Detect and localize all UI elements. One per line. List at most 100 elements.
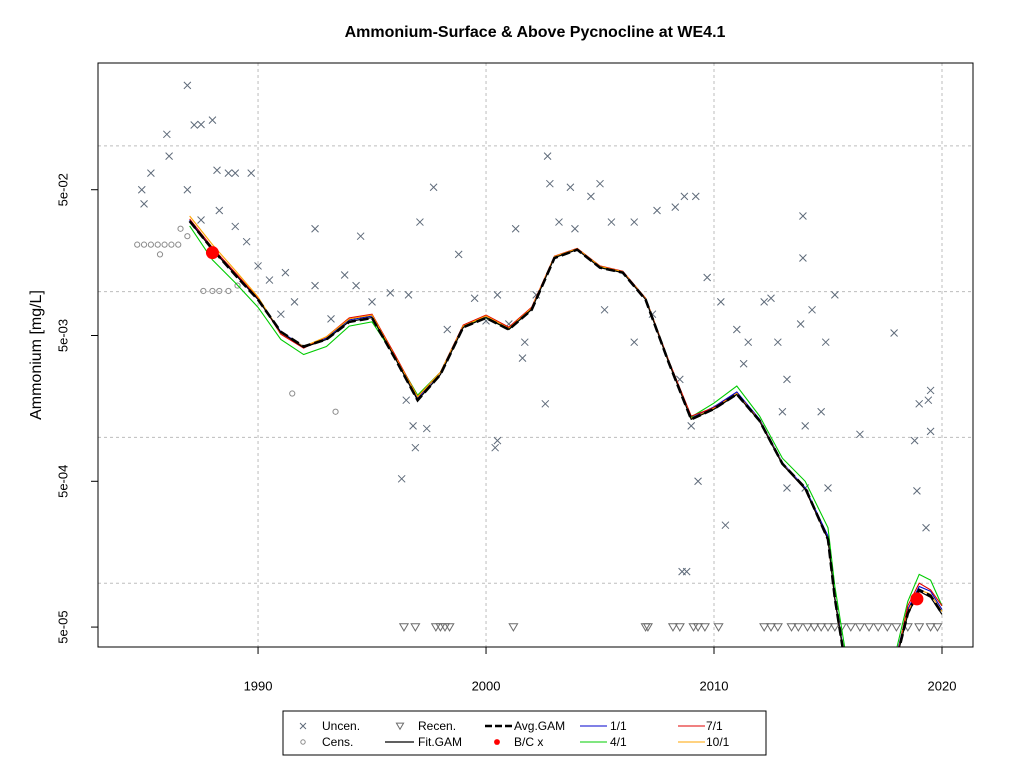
censored-point [209,287,216,295]
uncensored-point [147,169,155,177]
plot-frame [97,62,974,648]
x-tick-label: 2000 [472,678,501,693]
x-tick-label: 2020 [928,678,957,693]
bc-point [205,246,219,260]
uncensored-point [682,567,691,576]
uncensored-point [215,206,224,215]
uncensored-point [915,399,924,408]
recensored-point [410,623,421,632]
uncensored-point [397,474,406,483]
uncensored-point [231,222,240,231]
uncensored-point [352,281,360,290]
censored-point [156,251,164,258]
uncensored-point [197,120,205,129]
recensored-point [667,623,679,632]
censored-point [216,287,223,295]
uncensored-point [493,291,502,299]
uncensored-point [511,224,520,233]
censored-point [175,241,182,248]
uncensored-point [913,486,921,495]
recensored-point [925,623,936,632]
uncensored-point [327,315,335,323]
recensored-point [759,623,770,632]
uncensored-point [281,268,290,277]
gam-line [189,218,943,647]
uncensored-point [443,325,452,334]
uncensored-point [653,206,661,215]
x-tick-label: 2010 [700,678,729,693]
uncensored-point [830,291,839,299]
uncensored-point [247,169,256,177]
uncensored-point [607,218,616,226]
legend-swatch [494,739,500,745]
uncensored-point [926,386,935,395]
y-tick-label: 5e-03 [55,319,70,352]
uncensored-point [429,183,438,192]
legend-swatch [300,739,306,745]
uncensored-point [732,325,741,334]
legend-label: B/C x [514,735,543,749]
uncensored-point [721,521,730,530]
uncensored-point [817,407,826,416]
uncensored-point [470,294,479,303]
uncensored-point [739,359,748,368]
uncensored-point [600,305,609,314]
uncensored-point [596,179,604,188]
uncensored-point [543,152,552,160]
uncensored-point [571,224,579,233]
recensored-point [793,623,804,632]
censored-point [168,241,175,248]
uncensored-point [680,192,689,201]
recensored-point [914,623,925,632]
gam-line [189,219,943,647]
uncensored-point [402,396,411,405]
uncensored-point [290,298,299,306]
uncensored-point [254,262,262,270]
uncensored-point [767,294,775,303]
uncensored-point [783,484,791,492]
uncensored-point [416,218,424,226]
uncensored-point [137,185,146,194]
uncensored-point [716,298,725,306]
recensored-point [932,623,943,632]
uncensored-point [165,152,173,160]
censored-point [234,282,241,289]
uncensored-point [208,116,217,125]
uncensored-point [671,203,680,211]
legend-swatch [395,722,405,731]
uncensored-point [276,310,285,319]
censored-point [147,241,154,248]
recensored-point [692,623,704,632]
legend-label: Recen. [418,719,456,733]
recensored-point [713,623,724,632]
legend-label: Fit.GAM [418,735,462,749]
chart-title: Ammonium-Surface & Above Pycnocline at W… [345,24,726,41]
legend-label: 1/1 [610,719,627,733]
recensored-point [772,623,783,632]
uncensored-point [799,212,807,220]
uncensored-point [411,443,420,452]
recensored-point [809,623,820,632]
legend-label: Avg.GAM [514,719,565,733]
uncensored-point [454,250,463,259]
uncensored-point [311,224,319,233]
legend-swatch [299,722,307,730]
y-axis-label: Ammonium [mg/L] [28,290,45,420]
uncensored-point [926,427,935,436]
uncensored-point [265,276,274,284]
plot-area [134,81,944,647]
legend-label: 7/1 [706,719,723,733]
y-tick-label: 5e-02 [55,173,70,206]
censored-point [161,241,168,248]
recensored-point [802,623,813,632]
gam-line [188,220,944,647]
uncensored-point [404,291,413,299]
uncensored-point [783,375,791,384]
uncensored-point [213,166,221,175]
uncensored-point [183,185,192,194]
legend-label: 4/1 [610,735,627,749]
axes: 1990 2000 2010 2020 5e-02 5e-03 5e-04 5e-05 [55,173,956,693]
censored-point [289,390,296,397]
